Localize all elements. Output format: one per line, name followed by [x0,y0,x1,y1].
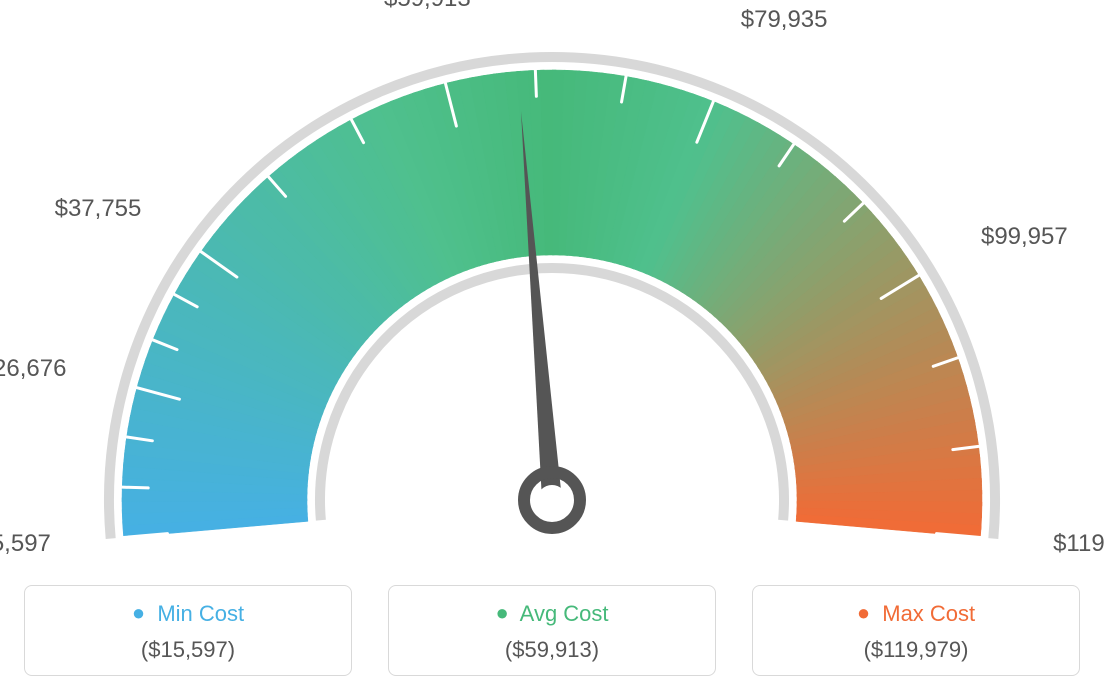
legend-title-avg: ● Avg Cost [389,600,715,627]
scale-label: $15,597 [0,530,51,558]
legend-row: ● Min Cost ($15,597) ● Avg Cost ($59,913… [0,570,1104,690]
cost-gauge-chart: $15,597 $26,676 $37,755 $59,913 $79,935 $99,9… [0,0,1104,690]
scale-label: $59,913 [384,0,471,13]
legend-title-max: ● Max Cost [753,600,1079,627]
bullet-icon: ● [495,600,508,625]
legend-label: Avg Cost [520,601,609,626]
legend-value: ($119,979) [753,637,1079,663]
legend-label: Min Cost [157,601,244,626]
scale-label: $37,755 [55,195,142,223]
scale-label: $79,935 [741,6,828,34]
scale-label: $26,676 [0,355,66,383]
scale-label: $99,957 [981,223,1068,251]
bullet-icon: ● [857,600,870,625]
bullet-icon: ● [132,600,145,625]
legend-card-min: ● Min Cost ($15,597) [24,585,352,676]
scale-label: $119,979 [1053,530,1104,558]
gauge-svg [0,0,1104,560]
gauge-area: $15,597 $26,676 $37,755 $59,913 $79,935 $99,9… [0,0,1104,560]
legend-card-max: ● Max Cost ($119,979) [752,585,1080,676]
legend-value: ($59,913) [389,637,715,663]
legend-card-avg: ● Avg Cost ($59,913) [388,585,716,676]
legend-value: ($15,597) [25,637,351,663]
legend-title-min: ● Min Cost [25,600,351,627]
legend-label: Max Cost [882,601,975,626]
